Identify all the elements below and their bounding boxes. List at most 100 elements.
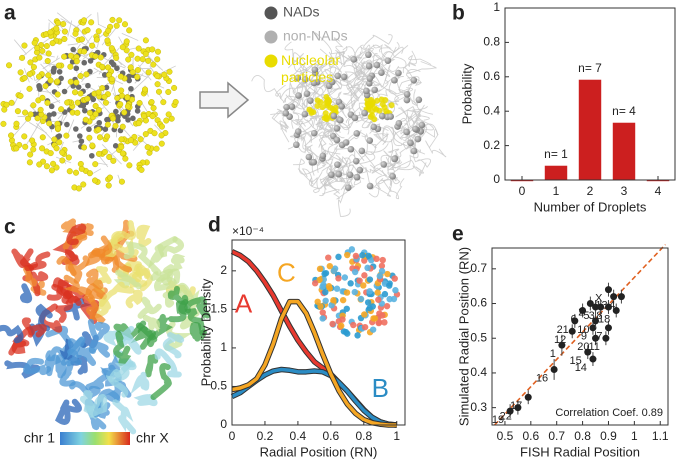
particle: [73, 58, 80, 65]
chromosome-tube: [112, 399, 137, 435]
nad-bead: [89, 152, 95, 159]
strand: [408, 108, 422, 124]
inset-bead: [339, 316, 346, 323]
chromosome-tube: [145, 354, 159, 378]
particle: [148, 99, 155, 106]
y-tick-label: 0: [220, 417, 227, 431]
inset-bead: [347, 280, 354, 287]
particle: [95, 126, 102, 133]
particle: [117, 101, 124, 108]
nad-bead: [85, 82, 91, 89]
highlight: [395, 69, 402, 77]
particle: [153, 145, 160, 152]
particle: [125, 56, 132, 63]
point-label: 2: [578, 306, 584, 318]
inset-bead: [357, 295, 365, 303]
chromosome-tube: [55, 354, 67, 379]
strand: [387, 141, 419, 174]
particle: [110, 157, 117, 164]
particle: [142, 37, 149, 44]
particle: [95, 150, 102, 157]
particle: [74, 109, 81, 116]
particle: [19, 54, 26, 61]
particle: [95, 28, 102, 35]
particle: [84, 27, 91, 34]
chromosome-tube: [21, 317, 47, 338]
chromosome-tube: [136, 224, 152, 248]
point-label: 4: [609, 299, 615, 311]
particle: [55, 19, 62, 26]
inset-bead: [335, 275, 342, 282]
strand: [371, 167, 388, 190]
particle: [54, 91, 61, 98]
point-label: 6: [570, 313, 576, 325]
strand: [324, 170, 338, 187]
chromosome-tube: [0, 324, 24, 344]
particle: [155, 88, 162, 95]
strand: [384, 155, 403, 172]
highlight: [311, 66, 319, 74]
particle: [99, 63, 106, 70]
bar: [510, 180, 534, 182]
x-tick-label: 0.8: [574, 429, 591, 443]
panel-label: a: [4, 2, 16, 25]
particle: [123, 47, 130, 54]
particle: [124, 94, 131, 101]
highlight: [310, 158, 318, 166]
nad-bead: [96, 119, 103, 126]
y-axis-label: Simulated Radial Position (RN): [456, 247, 471, 426]
particle: [108, 45, 115, 52]
chromosome-tube: [85, 373, 109, 391]
point-label: 18: [598, 313, 610, 325]
y-tick-label: 0.3: [470, 400, 487, 414]
particle: [80, 181, 87, 188]
particle: [106, 71, 113, 78]
chromosome-tube: [98, 281, 135, 307]
particle: [323, 114, 330, 121]
particle: [25, 115, 32, 122]
highlight: [353, 130, 361, 137]
point: [597, 303, 605, 311]
series-label: C: [277, 258, 296, 288]
strand: [407, 61, 437, 74]
particle: [51, 136, 58, 143]
strand: [425, 140, 447, 158]
point-label: 5: [583, 310, 589, 322]
particle: [106, 174, 113, 181]
particle: [92, 177, 99, 184]
particle: [56, 139, 63, 146]
point-label: 3: [589, 310, 595, 322]
particle: [105, 27, 112, 34]
inset-bead: [322, 269, 330, 277]
particle: [128, 51, 135, 58]
highlight: [391, 76, 398, 84]
nad-bead: [81, 59, 88, 66]
highlight: [373, 61, 381, 69]
chromosome-tube: [150, 363, 172, 400]
particle: [0, 120, 7, 127]
particle: [39, 47, 46, 54]
y-tick-label: 0.4: [470, 365, 487, 379]
series-label: B: [372, 373, 389, 403]
particle: [116, 17, 123, 24]
strand: [314, 32, 346, 55]
highlight: [328, 78, 336, 86]
inset-bead: [330, 297, 337, 304]
point-label: 9: [581, 331, 587, 343]
panel-label: c: [4, 216, 16, 239]
nad-bead: [75, 84, 82, 90]
chromosome-tube: [87, 318, 110, 341]
point: [617, 293, 625, 301]
particle: [370, 99, 377, 106]
bar-annotation: n= 1: [544, 147, 568, 161]
highlight: [301, 76, 309, 83]
point-label: 17: [510, 400, 522, 412]
colorbar-label: chr X: [136, 430, 169, 446]
particle: [67, 52, 74, 59]
point-label: 22: [500, 411, 512, 423]
particle: [95, 89, 102, 96]
particle: [72, 30, 79, 37]
particle: [67, 78, 74, 85]
inset-bead: [376, 319, 383, 326]
